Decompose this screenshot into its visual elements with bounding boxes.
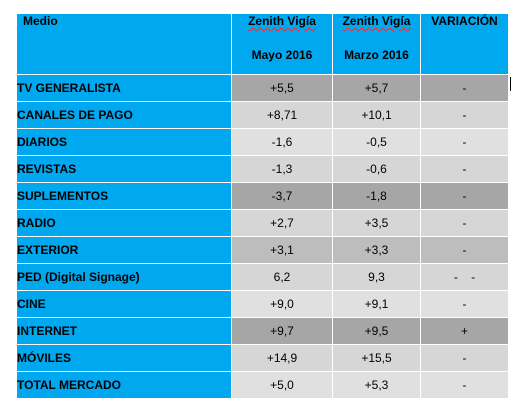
media-comparison-table: Medio Zenith Vigía Mayo 2016 Zenith Vigí… <box>16 13 509 399</box>
cell-marzo: +3,5 <box>332 209 421 237</box>
cell-variacion: - <box>420 236 509 264</box>
cell-mayo: +14,9 <box>231 344 333 372</box>
cell-variacion: - - <box>420 263 509 291</box>
row-label: DIARIOS <box>16 128 232 156</box>
header-mayo-line2: Mayo 2016 <box>251 48 313 62</box>
header-variacion: VARIACIÓN <box>420 13 509 75</box>
header-marzo-line1: Zenith Vigía <box>342 14 411 28</box>
row-label: CINE <box>16 290 232 318</box>
text-cursor <box>510 77 511 91</box>
table-row: EXTERIOR +3,1 +3,3 - <box>16 236 509 264</box>
table-row: PED (Digital Signage) 6,2 9,3 - - <box>16 263 509 291</box>
cell-variacion: - <box>420 128 509 156</box>
row-label: MÓVILES <box>16 344 232 372</box>
cell-mayo: +8,71 <box>231 101 333 129</box>
row-label: TOTAL MERCADO <box>16 371 232 399</box>
cell-mayo: +9,7 <box>231 317 333 345</box>
table-row: RADIO +2,7 +3,5 - <box>16 209 509 237</box>
table-header-row: Medio Zenith Vigía Mayo 2016 Zenith Vigí… <box>16 13 509 75</box>
cell-mayo: +5,0 <box>231 371 333 399</box>
table-row: DIARIOS -1,6 -0,5 - <box>16 128 509 156</box>
cell-marzo: +5,3 <box>332 371 421 399</box>
cell-mayo: +5,5 <box>231 74 333 102</box>
table-row: REVISTAS -1,3 -0,6 - <box>16 155 509 183</box>
table-row: SUPLEMENTOS -3,7 -1,8 - <box>16 182 509 210</box>
row-label: PED (Digital Signage) <box>16 263 232 291</box>
row-label: INTERNET <box>16 317 232 345</box>
cell-marzo: +15,5 <box>332 344 421 372</box>
header-mayo-line1: Zenith Vigía <box>248 14 316 28</box>
row-label: EXTERIOR <box>16 236 232 264</box>
cell-variacion: - <box>420 371 509 399</box>
header-medio: Medio <box>16 13 232 75</box>
header-mayo-2016: Zenith Vigía Mayo 2016 <box>231 13 333 75</box>
table-row: TV GENERALISTA +5,5 +5,7 - <box>16 74 509 102</box>
cell-marzo: +5,7 <box>332 74 421 102</box>
cell-mayo: +9,0 <box>231 290 333 318</box>
cell-variacion: + <box>420 317 509 345</box>
cell-marzo: -0,5 <box>332 128 421 156</box>
table-row: CINE +9,0 +9,1 - <box>16 290 509 318</box>
cell-mayo: +3,1 <box>231 236 333 264</box>
cell-variacion: - <box>420 101 509 129</box>
table-row: CANALES DE PAGO +8,71 +10,1 - <box>16 101 509 129</box>
row-label: REVISTAS <box>16 155 232 183</box>
cell-mayo: -1,3 <box>231 155 333 183</box>
table-row: INTERNET +9,7 +9,5 + <box>16 317 509 345</box>
cell-mayo: +2,7 <box>231 209 333 237</box>
header-marzo-2016: Zenith Vigía Marzo 2016 <box>332 13 421 75</box>
cell-marzo: +3,3 <box>332 236 421 264</box>
cell-variacion: - <box>420 290 509 318</box>
header-marzo-line2: Marzo 2016 <box>344 48 409 62</box>
cell-variacion: - <box>420 344 509 372</box>
cell-mayo: -1,6 <box>231 128 333 156</box>
cell-mayo: -3,7 <box>231 182 333 210</box>
cell-variacion: - <box>420 74 509 102</box>
cell-marzo: +9,1 <box>332 290 421 318</box>
cell-marzo: -0,6 <box>332 155 421 183</box>
cell-marzo: +9,5 <box>332 317 421 345</box>
row-label: SUPLEMENTOS <box>16 182 232 210</box>
cell-variacion: - <box>420 155 509 183</box>
cell-mayo: 6,2 <box>231 263 333 291</box>
cell-variacion: - <box>420 209 509 237</box>
table-row: MÓVILES +14,9 +15,5 - <box>16 344 509 372</box>
row-label: CANALES DE PAGO <box>16 101 232 129</box>
table-row: TOTAL MERCADO +5,0 +5,3 - <box>16 371 509 399</box>
cell-variacion: - <box>420 182 509 210</box>
row-label: TV GENERALISTA <box>16 74 232 102</box>
cell-marzo: 9,3 <box>332 263 421 291</box>
cell-marzo: +10,1 <box>332 101 421 129</box>
row-label: RADIO <box>16 209 232 237</box>
cell-marzo: -1,8 <box>332 182 421 210</box>
